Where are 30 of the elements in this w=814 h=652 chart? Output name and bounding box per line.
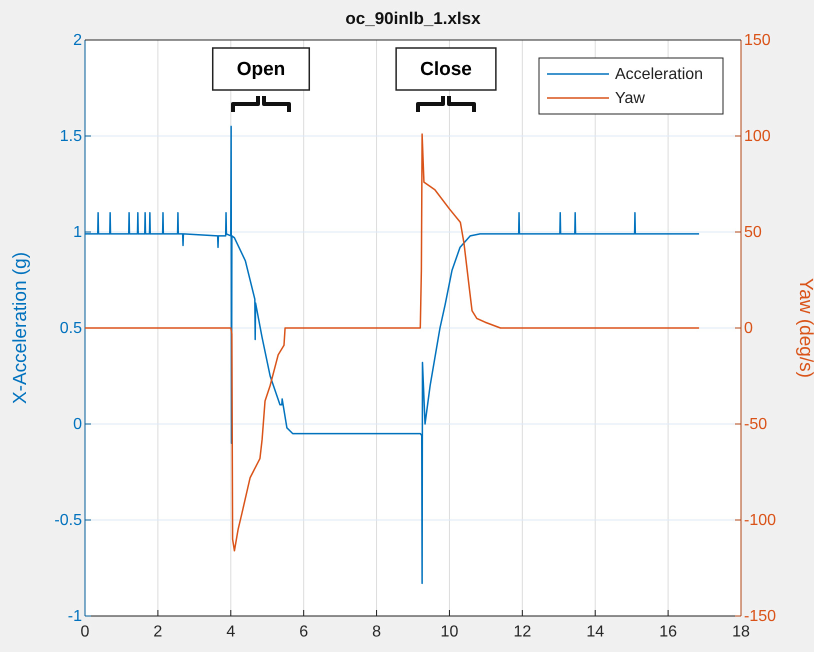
x-tick-label: 10 (440, 624, 458, 641)
x-tick-label: 8 (372, 624, 382, 641)
x-tick-label: 16 (659, 624, 678, 641)
y2-tick-label: -100 (744, 512, 776, 530)
y2-tick-label: -50 (744, 416, 768, 434)
x-tick-label: 2 (153, 624, 162, 641)
y-tick-label: 1 (73, 224, 82, 242)
x-tick-label: 18 (732, 624, 750, 641)
y2-tick-label: 0 (744, 320, 753, 338)
chart-title: oc_90inlb_1.xlsx (345, 9, 482, 28)
x-tick-label: 14 (586, 624, 604, 641)
y-tick-label: 2 (73, 32, 82, 50)
y-tick-label: -1 (68, 608, 82, 626)
y-tick-label: -0.5 (54, 512, 82, 530)
x-tick-label: 6 (299, 624, 308, 641)
y-axis-title: X-Acceleration (g) (10, 252, 31, 404)
y2-tick-label: 150 (744, 32, 771, 50)
annotation: Close (420, 59, 472, 80)
x-tick-label: 12 (513, 624, 532, 641)
legend-label: Acceleration (615, 66, 704, 83)
legend-label: Yaw (615, 90, 646, 107)
y-tick-label: 0 (73, 416, 82, 434)
y2-tick-label: -150 (744, 608, 776, 626)
y-tick-label: 1.5 (60, 128, 82, 146)
y-tick-label: 0.5 (60, 320, 82, 338)
y2-axis-title: Yaw (deg/s) (795, 278, 814, 378)
y2-tick-label: 100 (744, 128, 771, 146)
annotation: Open (236, 59, 286, 80)
y2-tick-label: 50 (744, 224, 762, 242)
x-tick-label: 4 (226, 624, 236, 641)
